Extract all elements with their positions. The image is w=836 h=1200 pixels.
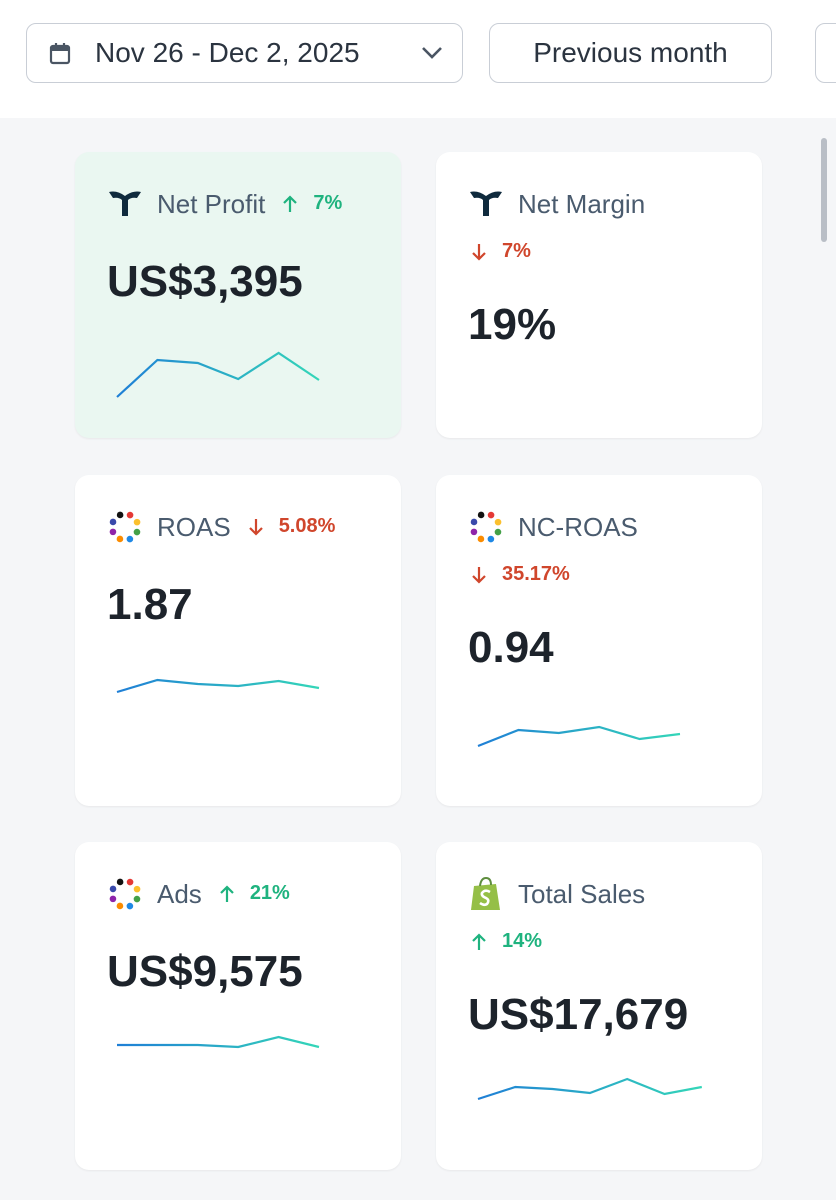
change: 35.17% — [470, 563, 570, 586]
change: 21% — [218, 882, 290, 905]
sparkline-line — [116, 351, 320, 398]
card-title: Ads — [157, 879, 202, 909]
dot — [133, 895, 141, 903]
change: 7% — [470, 240, 531, 263]
date-range: Nov 26 - Dec 2, 2025 — [95, 37, 360, 68]
arrow-path — [472, 932, 486, 950]
card-title: Net Margin — [518, 189, 646, 219]
metric-card: Total Sales 14% US$17,679 — [436, 842, 762, 1170]
dot — [109, 885, 117, 893]
arrow-down — [472, 566, 486, 584]
icon — [109, 511, 141, 543]
metric-card: NC-ROAS 35.17% 0.94 — [436, 475, 762, 806]
metric-value: 19% — [468, 300, 557, 349]
change-value: 35.17% — [502, 563, 570, 585]
dot — [477, 535, 485, 543]
dot — [477, 511, 485, 519]
arrow-path — [248, 518, 263, 536]
dot — [126, 535, 134, 543]
card-title: NC-ROAS — [518, 512, 638, 542]
arrow-path — [472, 566, 486, 584]
top-bar: Nov 26 - Dec 2, 2025 Previous month — [0, 0, 836, 118]
metric-card: Ads 21% US$9,575 — [75, 842, 401, 1170]
sparkline — [117, 1035, 320, 1049]
dot — [109, 518, 117, 526]
card-title: Net Profit — [157, 189, 266, 219]
dot — [109, 528, 117, 536]
change-value: 7% — [313, 192, 343, 214]
card-title: ROAS — [157, 512, 231, 542]
sparkline — [477, 725, 681, 748]
sparkline-line — [117, 1035, 320, 1049]
dot — [126, 511, 134, 519]
logo — [470, 191, 502, 216]
arrow-path — [220, 884, 234, 902]
dot — [133, 518, 141, 526]
change-value: 21% — [249, 882, 290, 904]
metric-value: 0.94 — [468, 623, 554, 672]
sparkline-line — [477, 725, 681, 748]
previous-month-button[interactable]: Previous month — [489, 23, 772, 83]
dot — [116, 902, 124, 910]
dot — [116, 511, 124, 519]
more-button[interactable] — [815, 23, 836, 83]
icon — [109, 878, 141, 910]
sparkline — [477, 1077, 703, 1101]
arrow-path — [283, 194, 298, 212]
chevron-icon — [422, 47, 442, 59]
change-value: 7% — [502, 240, 531, 262]
arrow-up — [283, 194, 298, 212]
icon — [470, 191, 502, 216]
icon — [470, 511, 502, 543]
metric-value: US$9,575 — [107, 947, 303, 996]
change-value: 14% — [502, 930, 543, 952]
sparkline-line — [116, 678, 320, 694]
sparkline-line — [477, 1077, 703, 1101]
metric-card: Net Profit 7% US$3,395 — [75, 152, 401, 438]
arrow-up — [472, 932, 486, 950]
metric-card: ROAS 5.08% 1.87 — [75, 475, 401, 806]
logo — [109, 191, 141, 216]
dot — [133, 885, 141, 893]
dot — [487, 535, 495, 543]
arrow-path — [472, 243, 486, 261]
bag-handle — [479, 876, 492, 887]
metric-value: 1.87 — [107, 580, 193, 629]
dot — [494, 518, 502, 526]
arrow-up — [220, 884, 234, 902]
sparkline — [116, 351, 320, 398]
metric-value: US$17,679 — [468, 990, 689, 1039]
dot — [487, 511, 495, 519]
metric-value: US$3,395 — [107, 257, 303, 306]
dot — [116, 535, 124, 543]
change: 14% — [470, 930, 542, 953]
dot — [116, 878, 124, 886]
date-picker[interactable]: Nov 26 - Dec 2, 2025 — [26, 23, 463, 83]
change-value: 5.08% — [278, 515, 336, 537]
arrow-down — [248, 518, 263, 536]
icon — [471, 876, 500, 910]
metric-card: Net Margin 7% 19% — [436, 152, 762, 438]
sparkline — [116, 678, 320, 694]
button-label: Previous month — [533, 37, 728, 68]
dot — [126, 878, 134, 886]
s — [479, 889, 491, 907]
change: 5.08% — [247, 515, 336, 538]
calendar-icon — [49, 43, 71, 65]
dot — [126, 902, 134, 910]
card-title: Total Sales — [518, 879, 646, 909]
dot — [494, 528, 502, 536]
dot — [109, 895, 117, 903]
dot — [470, 528, 478, 536]
icon — [109, 191, 141, 216]
dot — [133, 528, 141, 536]
scrollbar — [821, 138, 827, 242]
arrow-down — [472, 243, 486, 261]
change: 7% — [281, 192, 342, 215]
dot — [470, 518, 478, 526]
